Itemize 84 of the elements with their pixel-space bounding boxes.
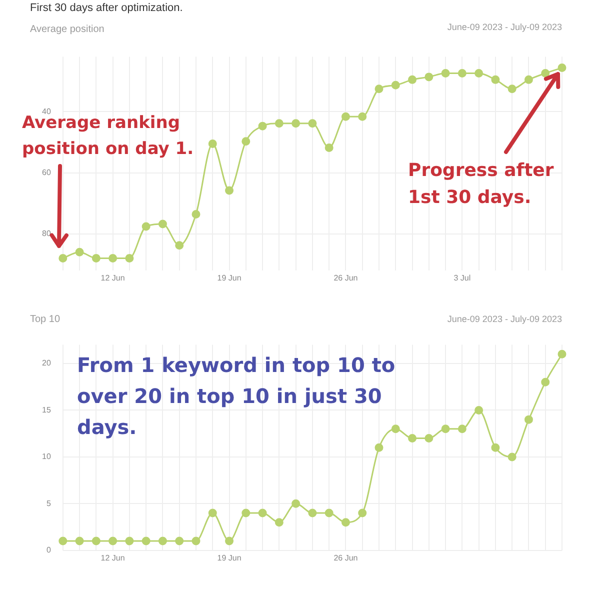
point [58, 536, 68, 546]
point [208, 508, 217, 518]
annotation: From 1 keyword in top 10 to over 20 in top 10 in just 30 days. [77, 352, 396, 441]
y-tick-label: 0 [46, 546, 52, 555]
point [324, 143, 334, 152]
y-tick-label: 10 [42, 452, 52, 462]
y-tick-label: 5 [46, 498, 52, 508]
point [274, 119, 284, 128]
point [341, 112, 350, 121]
point [225, 536, 234, 546]
point [541, 378, 550, 386]
y-tick-label: 80 [42, 228, 52, 238]
point [158, 220, 167, 228]
point [258, 122, 267, 130]
point [125, 254, 134, 262]
point [175, 241, 184, 250]
point [142, 536, 150, 546]
chart-title: First 30 days after optimization. [30, 2, 183, 14]
point [374, 443, 384, 452]
point [75, 248, 84, 256]
point [324, 508, 334, 518]
point [424, 434, 434, 443]
point [424, 72, 434, 82]
point [292, 119, 300, 128]
point [491, 75, 500, 84]
point [458, 424, 466, 434]
point [308, 119, 317, 128]
chart-subtitle: Average position [30, 24, 104, 35]
x-tick-label: 12 Jun [100, 273, 125, 282]
point [524, 415, 533, 424]
x-tick-label: 26 Jun [334, 273, 358, 282]
point [358, 112, 367, 121]
x-tick-label: 19 Jun [217, 553, 242, 562]
point [558, 350, 566, 358]
point [308, 508, 317, 518]
point [474, 406, 484, 414]
point [358, 508, 367, 518]
y-tick-label: 20 [42, 358, 52, 368]
point [142, 222, 150, 231]
point [541, 69, 550, 78]
point [441, 424, 450, 434]
point [391, 424, 400, 434]
x-tick-label: 26 Jun [334, 553, 358, 562]
point [508, 84, 516, 94]
point [125, 536, 134, 546]
chart-title: Top 10 [30, 314, 60, 325]
y-tick-label: 40 [42, 106, 52, 116]
point [192, 536, 200, 546]
point [474, 69, 484, 78]
point [341, 518, 350, 527]
point [374, 84, 384, 94]
annotation: Progress after 1st 30 days. [408, 159, 555, 210]
point [258, 508, 267, 518]
point [192, 210, 200, 219]
x-tick-label: 12 Jun [100, 553, 125, 562]
point [158, 536, 167, 546]
point [108, 536, 118, 546]
text: June-09 2023 - July-09 2023 [447, 22, 562, 32]
point [441, 69, 450, 78]
point [208, 140, 217, 148]
point [242, 508, 250, 518]
point [75, 536, 84, 546]
point [458, 69, 466, 78]
point [92, 254, 100, 262]
x-tick-label: 3 Jul [454, 273, 471, 282]
point [108, 254, 118, 262]
point [508, 452, 516, 462]
point [408, 434, 417, 443]
point [292, 499, 300, 508]
point [558, 64, 566, 72]
x-tick-label: 19 Jun [217, 273, 242, 282]
point [92, 536, 100, 546]
point [491, 443, 500, 452]
point [175, 536, 184, 546]
y-tick-label: 60 [42, 168, 52, 177]
point [408, 75, 417, 84]
text: June-09 2023 - July-09 2023 [447, 314, 562, 324]
point [274, 518, 284, 527]
point [524, 75, 533, 84]
y-tick-label: 15 [42, 405, 52, 414]
point [391, 80, 400, 90]
point [225, 186, 234, 195]
point [242, 137, 250, 146]
point [58, 254, 68, 262]
